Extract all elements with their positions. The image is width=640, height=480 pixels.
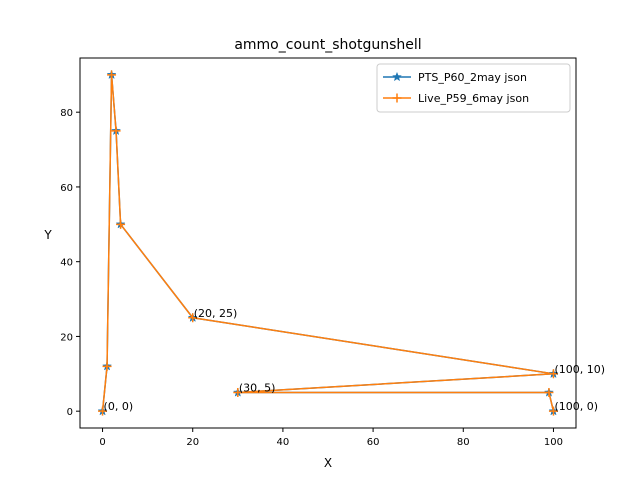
y-tick-label: 60 <box>60 183 73 194</box>
point-annotation: (100, 10) <box>554 363 605 376</box>
legend-item: PTS_P60_2may json <box>383 71 527 84</box>
legend-item: Live_P59_6may json <box>383 92 529 105</box>
x-tick-label: 20 <box>186 437 199 448</box>
plot-area: (0, 0)(20, 25)(30, 5)(100, 10)(100, 0) <box>97 69 605 416</box>
y-tick-label: 80 <box>60 108 73 119</box>
legend-marker <box>392 71 402 82</box>
series-line <box>101 74 555 412</box>
y-tick-label: 40 <box>60 258 73 269</box>
data-point <box>111 126 121 136</box>
point-annotation: (30, 5) <box>239 381 276 394</box>
legend: PTS_P60_2may json Live_P59_6may json <box>376 63 571 113</box>
data-point <box>102 361 112 371</box>
data-point <box>98 406 108 416</box>
x-tick-label: 0 <box>99 437 105 448</box>
data-point <box>544 387 554 397</box>
y-tick-label: 0 <box>67 407 73 418</box>
legend-label: Live_P59_6may json <box>418 92 529 105</box>
series-2 <box>98 70 558 416</box>
legend-box <box>376 63 571 113</box>
x-tick-label: 100 <box>544 437 563 448</box>
x-tick-label: 80 <box>457 437 470 448</box>
point-annotation: (20, 25) <box>194 307 238 320</box>
axes-frame <box>79 57 577 429</box>
data-point <box>116 219 126 229</box>
x-tick-label: 60 <box>367 437 380 448</box>
data-point <box>233 387 243 397</box>
data-point <box>548 406 558 416</box>
axis-ticks: 0 20 40 60 80 100 0 20 40 60 80 <box>60 108 563 448</box>
x-tick-label: 40 <box>277 437 290 448</box>
y-axis-label: Y <box>43 228 52 242</box>
y-tick-label: 20 <box>60 332 73 343</box>
legend-marker <box>392 93 402 103</box>
data-point <box>188 313 198 323</box>
legend-label: PTS_P60_2may json <box>418 71 527 84</box>
data-point <box>548 369 558 379</box>
chart-title: ammo_count_shotgunshell <box>234 37 421 53</box>
x-axis-label: X <box>324 456 332 470</box>
point-annotation: (0, 0) <box>104 400 134 413</box>
data-point <box>107 70 117 80</box>
series-line <box>101 74 555 412</box>
